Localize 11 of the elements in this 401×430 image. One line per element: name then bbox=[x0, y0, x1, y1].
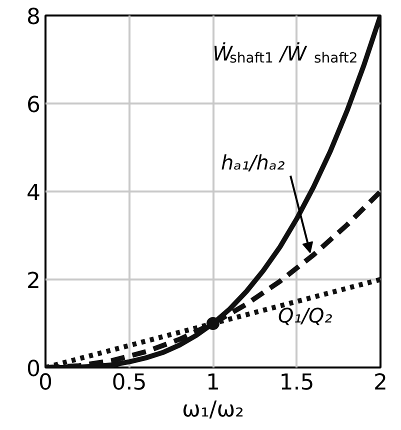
y-tick-label: 2 bbox=[26, 269, 41, 294]
x-tick-label: 2 bbox=[374, 370, 388, 396]
series-label: Q₁/Q₂ bbox=[278, 304, 332, 328]
x-tick-label: 1.5 bbox=[279, 370, 314, 396]
y-tick-label: 8 bbox=[26, 5, 41, 30]
y-tick-label: 4 bbox=[26, 181, 41, 206]
y-tick-label: 6 bbox=[26, 93, 41, 118]
x-tick-label: 0.5 bbox=[112, 370, 147, 396]
x-axis-title: ω₁/ω₂ bbox=[182, 398, 244, 422]
text: hₐ₁/hₐ₂ bbox=[221, 150, 285, 174]
x-tick-label: 1 bbox=[206, 370, 220, 396]
